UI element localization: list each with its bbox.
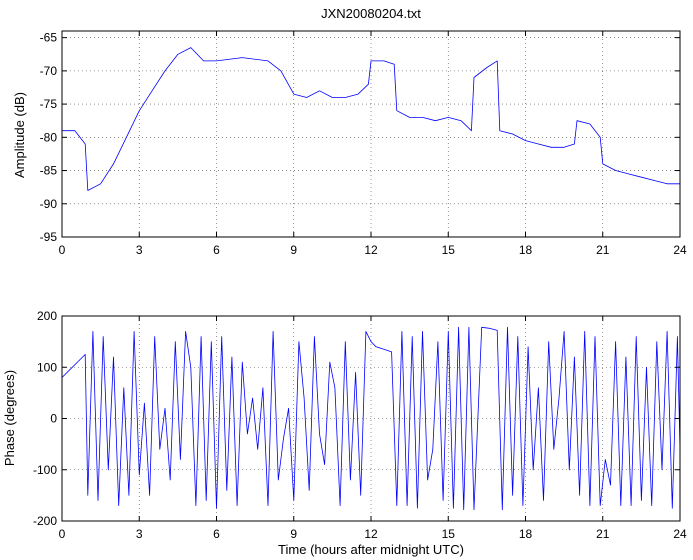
x-tick-label: 15 bbox=[442, 527, 456, 541]
amplitude-grid bbox=[62, 31, 680, 237]
y-tick-label: 0 bbox=[50, 412, 57, 426]
y-tick-label: 100 bbox=[37, 360, 57, 374]
amplitude-ticks: 0 3 6 9 12 15 18 21 24 -95 -90 -85 -80 -75 -70 -65 bbox=[40, 31, 687, 257]
x-tick-label: 21 bbox=[596, 527, 610, 541]
amplitude-plot: 0 3 6 9 12 15 18 21 24 -95 -90 -85 -80 -75 -70 -65 Ampl… bbox=[12, 30, 687, 257]
y-tick-label: -65 bbox=[40, 31, 58, 45]
y-tick-label: -70 bbox=[40, 64, 58, 78]
y-tick-label: -100 bbox=[33, 463, 57, 477]
x-tick-label: 9 bbox=[290, 243, 297, 257]
x-tick-label: 12 bbox=[364, 243, 378, 257]
amplitude-ylabel: Amplitude (dB) bbox=[12, 92, 27, 178]
figure-title: JXN20080204.txt bbox=[321, 6, 421, 21]
y-tick-label: 200 bbox=[37, 309, 57, 323]
amplitude-series bbox=[62, 47, 680, 191]
x-tick-label: 15 bbox=[442, 243, 456, 257]
phase-series bbox=[61, 326, 681, 511]
x-tick-label: 24 bbox=[673, 527, 687, 541]
phase-plot: 0 3 6 9 12 15 18 21 24 -200 -100 0 100 200 Phase (deg… bbox=[2, 309, 687, 557]
x-tick-label: 3 bbox=[136, 243, 143, 257]
x-tick-label: 24 bbox=[673, 243, 687, 257]
phase-xlabel: Time (hours after midnight UTC) bbox=[278, 542, 464, 557]
y-tick-label: -75 bbox=[40, 97, 58, 111]
x-tick-label: 3 bbox=[136, 527, 143, 541]
x-tick-label: 6 bbox=[213, 243, 220, 257]
x-tick-label: 6 bbox=[213, 527, 220, 541]
y-tick-label: -200 bbox=[33, 514, 57, 528]
y-tick-label: -80 bbox=[40, 130, 58, 144]
x-tick-label: 18 bbox=[519, 243, 533, 257]
y-tick-label: -85 bbox=[40, 164, 58, 178]
phase-ticks: 0 3 6 9 12 15 18 21 24 -200 -100 0 100 200 bbox=[33, 309, 687, 541]
y-tick-label: -90 bbox=[40, 197, 58, 211]
x-tick-label: 12 bbox=[364, 527, 378, 541]
x-tick-label: 0 bbox=[59, 243, 66, 257]
x-tick-label: 0 bbox=[59, 527, 66, 541]
phase-ylabel: Phase (degrees) bbox=[2, 370, 17, 466]
x-tick-label: 18 bbox=[519, 527, 533, 541]
y-tick-label: -95 bbox=[40, 230, 58, 244]
series-line bbox=[62, 47, 680, 191]
series-line bbox=[61, 326, 681, 511]
x-tick-label: 21 bbox=[596, 243, 610, 257]
phase-grid bbox=[62, 316, 680, 521]
x-tick-label: 9 bbox=[290, 527, 297, 541]
